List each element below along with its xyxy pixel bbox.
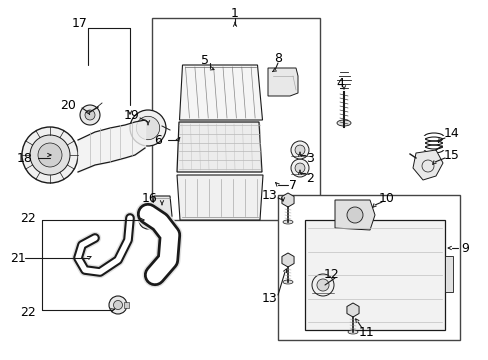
Text: 13: 13	[262, 189, 277, 202]
Polygon shape	[346, 303, 358, 317]
Text: 13: 13	[262, 292, 277, 305]
Bar	[305, 220, 444, 330]
Text: 6: 6	[154, 134, 162, 147]
Text: 22: 22	[20, 306, 36, 320]
Circle shape	[143, 216, 152, 225]
Circle shape	[311, 274, 333, 296]
Circle shape	[85, 110, 95, 120]
Circle shape	[22, 127, 78, 183]
Text: 20: 20	[60, 99, 76, 112]
Polygon shape	[412, 150, 442, 180]
Circle shape	[38, 143, 62, 167]
Bar	[444, 256, 452, 292]
Text: 17: 17	[72, 17, 88, 30]
Text: 11: 11	[358, 325, 374, 338]
Circle shape	[346, 207, 362, 223]
Text: 3: 3	[305, 152, 313, 165]
Text: 9: 9	[460, 242, 468, 255]
Polygon shape	[334, 200, 374, 230]
Polygon shape	[179, 65, 262, 120]
Text: 18: 18	[17, 152, 33, 165]
Ellipse shape	[347, 330, 357, 334]
Bar	[278, 195, 459, 340]
Text: 10: 10	[378, 192, 394, 204]
Circle shape	[290, 159, 308, 177]
Bar	[124, 302, 129, 308]
Text: 22: 22	[20, 212, 36, 225]
Polygon shape	[152, 196, 172, 231]
Ellipse shape	[283, 280, 292, 284]
Ellipse shape	[283, 220, 292, 224]
Text: 21: 21	[10, 252, 26, 265]
Text: 12: 12	[324, 269, 339, 282]
Circle shape	[294, 145, 305, 155]
Polygon shape	[282, 193, 293, 207]
Circle shape	[30, 135, 70, 175]
Text: 16: 16	[142, 192, 158, 204]
Text: 1: 1	[231, 6, 239, 19]
Circle shape	[80, 105, 100, 125]
Text: 8: 8	[273, 51, 282, 64]
Polygon shape	[177, 175, 263, 220]
Circle shape	[290, 141, 308, 159]
Text: 19: 19	[124, 108, 140, 122]
Text: 5: 5	[201, 54, 208, 67]
Text: 4: 4	[335, 77, 343, 90]
Circle shape	[136, 116, 160, 140]
Text: 7: 7	[288, 179, 296, 192]
Bar	[154, 217, 159, 223]
Text: 14: 14	[443, 126, 459, 140]
Circle shape	[139, 211, 157, 229]
Bar	[152, 18, 319, 220]
Circle shape	[109, 296, 127, 314]
Text: 2: 2	[305, 171, 313, 185]
Circle shape	[113, 301, 122, 310]
Text: 15: 15	[443, 149, 459, 162]
Circle shape	[130, 110, 165, 146]
Polygon shape	[267, 68, 297, 96]
Polygon shape	[177, 122, 262, 172]
Ellipse shape	[336, 120, 350, 126]
Circle shape	[316, 279, 328, 291]
Polygon shape	[282, 253, 293, 267]
Circle shape	[294, 163, 305, 173]
